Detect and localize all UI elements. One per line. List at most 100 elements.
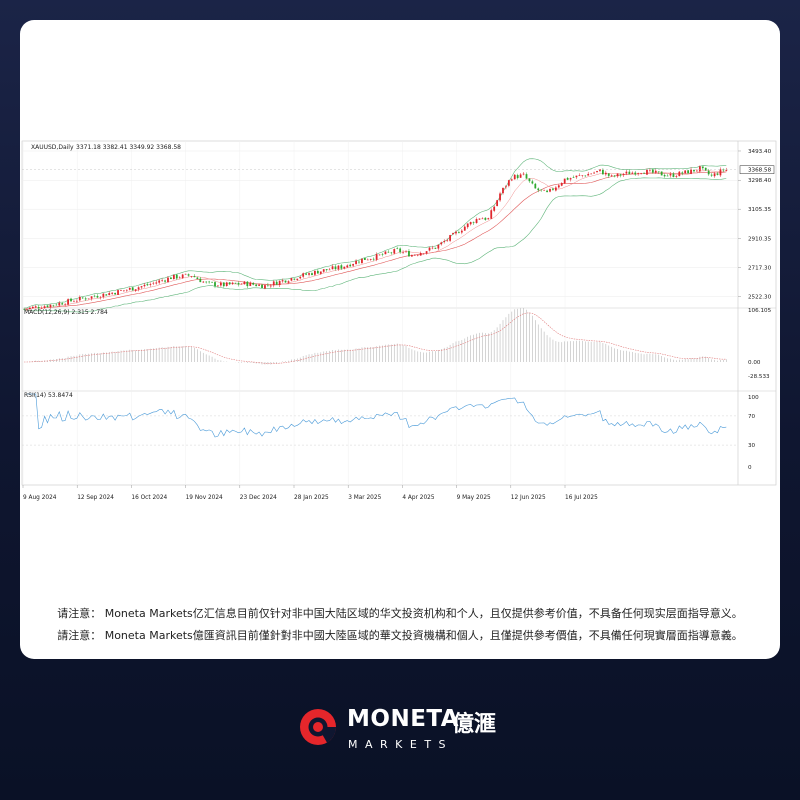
candle-body — [681, 172, 684, 174]
candle-body — [513, 174, 516, 180]
candle-body — [396, 248, 399, 249]
candle-body — [311, 273, 313, 276]
candle-body — [493, 206, 496, 211]
candle-body — [487, 218, 490, 220]
candle-body — [278, 280, 281, 286]
candle-body — [505, 186, 507, 188]
candle-body — [128, 287, 131, 290]
candle-body — [331, 266, 334, 270]
last-price-box — [739, 165, 775, 174]
candle-body — [58, 302, 61, 306]
candle-body — [322, 269, 325, 272]
candle-body — [446, 240, 449, 241]
candle-body — [607, 173, 610, 176]
candle-body — [651, 169, 654, 173]
candle-body — [690, 169, 692, 174]
moving-average-line — [23, 171, 727, 310]
candle-body — [543, 189, 546, 191]
candle-body — [73, 301, 75, 303]
candle-body — [343, 266, 346, 269]
candle-body — [111, 292, 114, 294]
candle-body — [267, 284, 269, 286]
candle-body — [75, 300, 78, 302]
candle-body — [243, 281, 246, 285]
candle-body — [643, 173, 645, 175]
time-tick-label: 9 Aug 2024 — [23, 495, 57, 501]
candle-body — [140, 286, 143, 288]
candle-body — [516, 175, 519, 179]
last-price-label: 3368.58 — [748, 168, 772, 174]
candle-body — [305, 273, 308, 275]
candle-body — [525, 174, 528, 179]
candle-body — [416, 254, 419, 256]
candle-body — [587, 173, 590, 176]
candle-body — [355, 260, 357, 265]
candle-body — [340, 265, 343, 269]
candle-body — [164, 280, 166, 282]
candle-body — [637, 173, 640, 174]
candle-body — [428, 247, 431, 251]
candle-body — [678, 171, 681, 177]
candle-body — [725, 169, 728, 171]
rsi-tick-label: 70 — [748, 414, 756, 420]
candle-body — [190, 276, 193, 277]
candle-body — [264, 285, 266, 289]
candle-body — [698, 166, 701, 172]
candle-body — [554, 187, 557, 191]
candle-body — [296, 278, 299, 280]
candle-body — [246, 281, 249, 287]
candle-body — [566, 177, 569, 180]
macd-tick-label: 0.00 — [748, 360, 761, 366]
candle-body — [399, 248, 402, 253]
time-tick-label: 9 May 2025 — [457, 495, 491, 501]
candle-body — [460, 230, 463, 233]
candle-body — [413, 254, 416, 256]
candle-body — [81, 297, 84, 299]
candle-body — [158, 280, 161, 283]
price-tick-label: 3493.40 — [748, 149, 772, 155]
candle-body — [175, 274, 178, 279]
candle-body — [117, 290, 119, 295]
candle-body — [463, 226, 466, 231]
candle-body — [114, 292, 116, 295]
candle-body — [102, 293, 105, 297]
candle-body — [217, 285, 219, 287]
candle-body — [34, 306, 37, 308]
price-tick-label: 2522.30 — [748, 295, 772, 301]
candle-body — [472, 222, 475, 224]
candle-body — [540, 189, 543, 191]
candle-body — [619, 174, 622, 176]
candle-body — [696, 170, 698, 172]
candle-body — [634, 172, 637, 175]
price-tick-label: 2910.35 — [748, 236, 772, 242]
candle-body — [569, 178, 572, 180]
candle-body — [222, 282, 225, 287]
candle-body — [443, 241, 446, 243]
disclaimer-traditional: 請注意： Moneta Markets億匯資訊目前僅針對非中國大陸區域的華文投資… — [57, 629, 743, 642]
candle-body — [490, 210, 493, 219]
candle-body — [628, 171, 631, 175]
candle-body — [137, 287, 140, 290]
candle-body — [225, 282, 228, 286]
candle-body — [660, 171, 663, 176]
candle-body — [349, 264, 352, 267]
candle-body — [590, 173, 593, 175]
brand-sub: MARKETS — [348, 738, 454, 751]
time-tick-label: 4 Apr 2025 — [402, 495, 434, 501]
candle-body — [172, 274, 175, 280]
candle-body — [484, 217, 487, 220]
rsi-tick-label: 0 — [748, 465, 752, 471]
candle-body — [522, 173, 525, 175]
candle-body — [67, 299, 69, 305]
candle-body — [55, 304, 58, 306]
candle-body — [70, 298, 72, 302]
candle-body — [422, 253, 425, 255]
candle-body — [152, 282, 155, 284]
candle-body — [49, 304, 52, 308]
rsi-label: RSI(14) 53.8474 — [24, 392, 73, 399]
candle-body — [431, 247, 434, 249]
candle-body — [596, 171, 598, 172]
candle-body — [255, 284, 258, 287]
candle-body — [334, 266, 337, 270]
candle-body — [604, 172, 607, 175]
